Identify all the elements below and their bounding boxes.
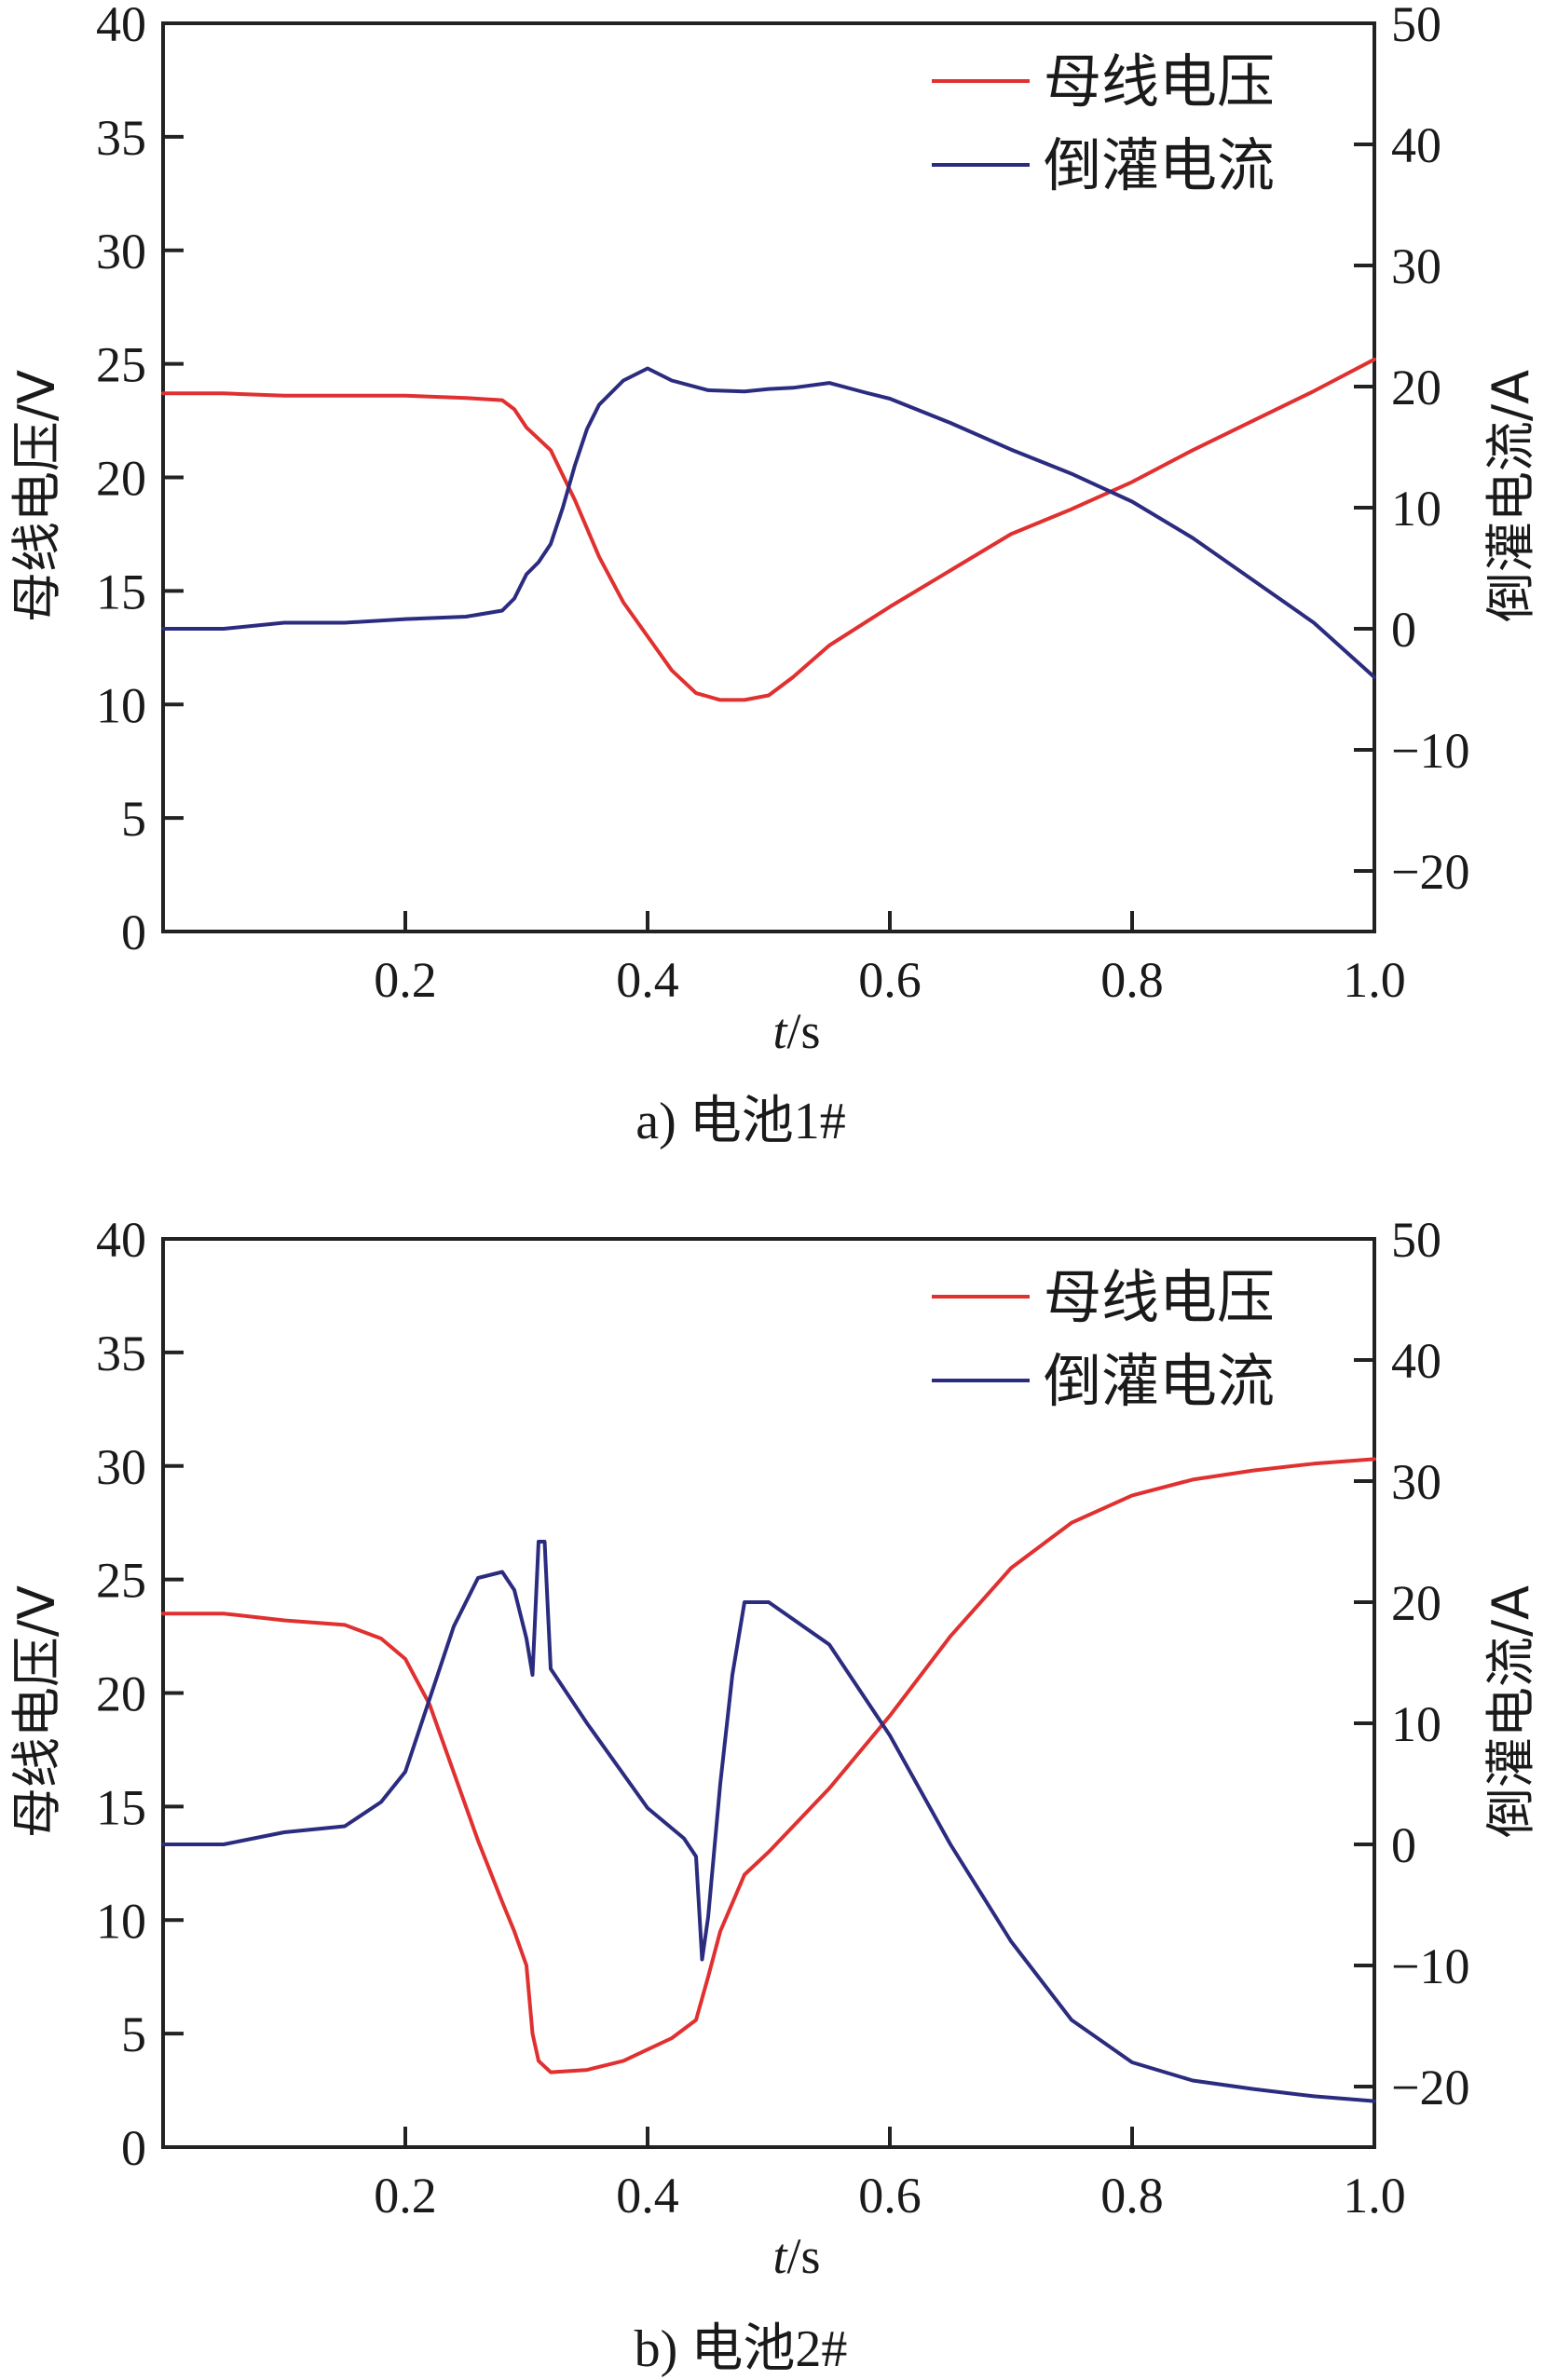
y-left-tick-label: 0 xyxy=(121,904,146,960)
y-left-tick-label: 40 xyxy=(96,0,146,52)
y-right-tick-label: 50 xyxy=(1391,1212,1441,1268)
y-left-tick-label: 25 xyxy=(96,1553,146,1609)
legend-label: 倒灌电流 xyxy=(1044,131,1275,199)
y-left-tick-label: 5 xyxy=(121,2006,146,2062)
x-tick-label: 0.8 xyxy=(1100,2168,1164,2224)
x-tick-label: 0.4 xyxy=(616,952,679,1008)
legend-label: 母线电压 xyxy=(1044,1263,1275,1331)
y-left-tick-label: 35 xyxy=(96,110,146,166)
y-left-tick-label: 20 xyxy=(96,451,146,507)
y-left-tick-label: 0 xyxy=(121,2120,146,2176)
panel-caption: a) 电池1# xyxy=(635,1093,846,1150)
x-axis-label-unit: /s xyxy=(786,1003,820,1059)
y-right-tick-label: 0 xyxy=(1391,602,1416,658)
x-tick-label: 1.0 xyxy=(1343,952,1406,1008)
y-right-axis-title: 倒灌电流/A xyxy=(1482,370,1540,622)
y-left-tick-label: 15 xyxy=(96,564,146,619)
y-left-tick-label: 10 xyxy=(96,677,146,733)
y-left-tick-label: 40 xyxy=(96,1212,146,1268)
x-tick-label: 0.2 xyxy=(374,952,437,1008)
y-right-tick-label: −10 xyxy=(1391,723,1469,779)
series-line-bus-voltage xyxy=(161,1457,1376,2074)
y-left-tick-label: 20 xyxy=(96,1666,146,1722)
series-line-backflow-current xyxy=(161,366,1376,679)
y-right-tick-label: 40 xyxy=(1391,1333,1441,1389)
panel-caption: b) 电池2# xyxy=(635,2320,848,2378)
y-left-tick-label: 25 xyxy=(96,337,146,393)
y-right-tick-label: 30 xyxy=(1391,1454,1441,1510)
y-left-axis-title: 母线电压/V xyxy=(7,1585,66,1838)
y-left-tick-label: 35 xyxy=(96,1326,146,1381)
y-right-tick-label: 20 xyxy=(1391,1575,1441,1631)
x-axis-label-symbol: t xyxy=(772,1003,788,1059)
y-left-tick-label: 30 xyxy=(96,1439,146,1495)
y-left-tick-label: 5 xyxy=(121,791,146,847)
legend-label: 倒灌电流 xyxy=(1044,1347,1275,1415)
x-tick-label: 1.0 xyxy=(1343,2168,1406,2224)
legend-label: 母线电压 xyxy=(1044,48,1275,116)
x-axis-label: t/s xyxy=(772,1003,820,1059)
x-tick-label: 0.6 xyxy=(858,952,922,1008)
y-right-tick-label: 40 xyxy=(1391,117,1441,173)
y-left-axis-title: 母线电压/V xyxy=(7,370,66,622)
y-right-tick-label: 0 xyxy=(1391,1817,1416,1873)
y-right-tick-label: 10 xyxy=(1391,1696,1441,1752)
x-axis-label-symbol: t xyxy=(772,2228,788,2284)
y-left-tick-label: 15 xyxy=(96,1779,146,1835)
x-tick-label: 0.4 xyxy=(616,2168,679,2224)
chart-panel-1: 0 5 10 15 20 25 30 35 40 −20 −10 0 10 20 30 40 50 0.2 0.4 0… xyxy=(7,0,1540,1150)
y-right-tick-label: −10 xyxy=(1391,1938,1469,1994)
y-right-tick-label: 10 xyxy=(1391,481,1441,537)
y-right-axis-title: 倒灌电流/A xyxy=(1482,1585,1540,1838)
y-right-tick-label: 20 xyxy=(1391,360,1441,415)
x-tick-label: 0.2 xyxy=(374,2168,437,2224)
y-left-tick-label: 10 xyxy=(96,1893,146,1949)
series-line-backflow-current xyxy=(161,1540,1376,2103)
y-right-tick-label: 50 xyxy=(1391,0,1441,52)
y-left-tick-label: 30 xyxy=(96,224,146,279)
chart-panel-2: 0 5 10 15 20 25 30 35 40 −20 −10 0 10 20 30 40 50 0.2 0.4 0… xyxy=(7,1212,1540,2378)
x-tick-label: 0.6 xyxy=(858,2168,922,2224)
y-right-tick-label: −20 xyxy=(1391,844,1469,900)
x-tick-label: 0.8 xyxy=(1100,952,1164,1008)
series-line-bus-voltage xyxy=(161,357,1376,702)
x-axis-label-unit: /s xyxy=(786,2228,820,2284)
x-axis-label: t/s xyxy=(772,2228,820,2284)
y-right-tick-label: −20 xyxy=(1391,2060,1469,2115)
y-right-tick-label: 30 xyxy=(1391,238,1441,294)
